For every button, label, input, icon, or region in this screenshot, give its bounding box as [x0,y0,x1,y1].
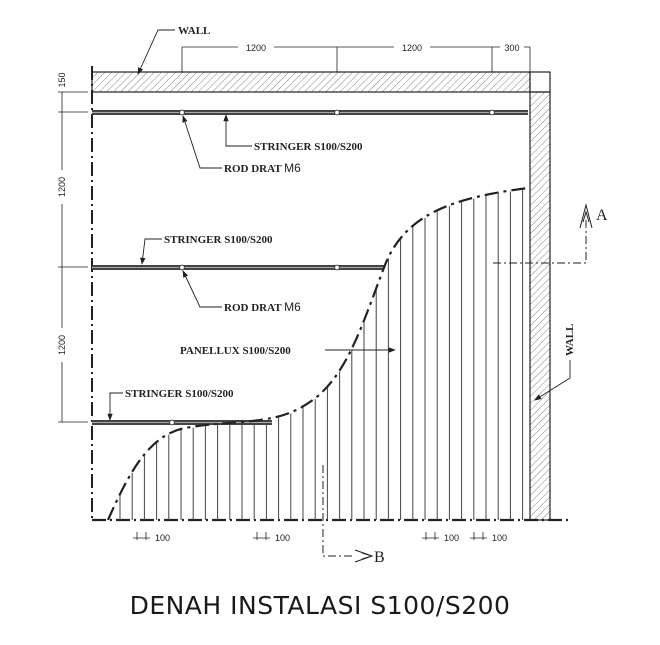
dim-left-2: 1200 [57,177,67,197]
panellux-label: PANELLUX S100/S200 [180,345,291,357]
right-wall [529,91,551,521]
section-a-line [493,218,587,264]
stringer-label-2: STRINGER S100/S200 [164,234,273,246]
dim-left-3: 1200 [57,335,67,355]
left-dimension-line [58,91,88,423]
drawing-title: DENAH INSTALASI S100/S200 [130,591,511,620]
stringer-label-3: STRINGER S100/S200 [125,388,234,400]
section-a-arrow-icon [579,203,593,229]
stringer-2 [92,264,384,271]
section-b-label: B [374,549,385,566]
rod-drat-label-1: ROD DRAT M6 [224,161,301,175]
dim-panel-2: 100 [275,533,290,543]
section-b-line [322,465,355,557]
dim-panel-1: 100 [155,533,170,543]
stringer-label-1: STRINGER S100/S200 [254,141,363,153]
section-b-arrow-icon [354,549,374,563]
top-dimension-line [181,46,531,72]
panel-spacing-dims [133,532,487,540]
wall-top-label: WALL [178,25,210,37]
panel-curve-outline [106,186,529,521]
dim-top-3: 300 [504,43,519,53]
rod-drat-label-2: ROD DRAT M6 [224,300,301,314]
dim-panel-3: 100 [444,533,459,543]
dim-left-1: 150 [57,72,67,87]
section-a-label: A [596,207,608,224]
top-wall [91,71,531,93]
wall-right-label: WALL [564,324,576,356]
dim-panel-4: 100 [492,533,507,543]
stringer-3 [92,419,272,426]
dim-top-2: 1200 [402,43,422,53]
panellux-panels [119,189,524,520]
stringer-1 [92,109,528,116]
wall-corner-column [529,71,551,93]
dim-top-1: 1200 [246,43,266,53]
